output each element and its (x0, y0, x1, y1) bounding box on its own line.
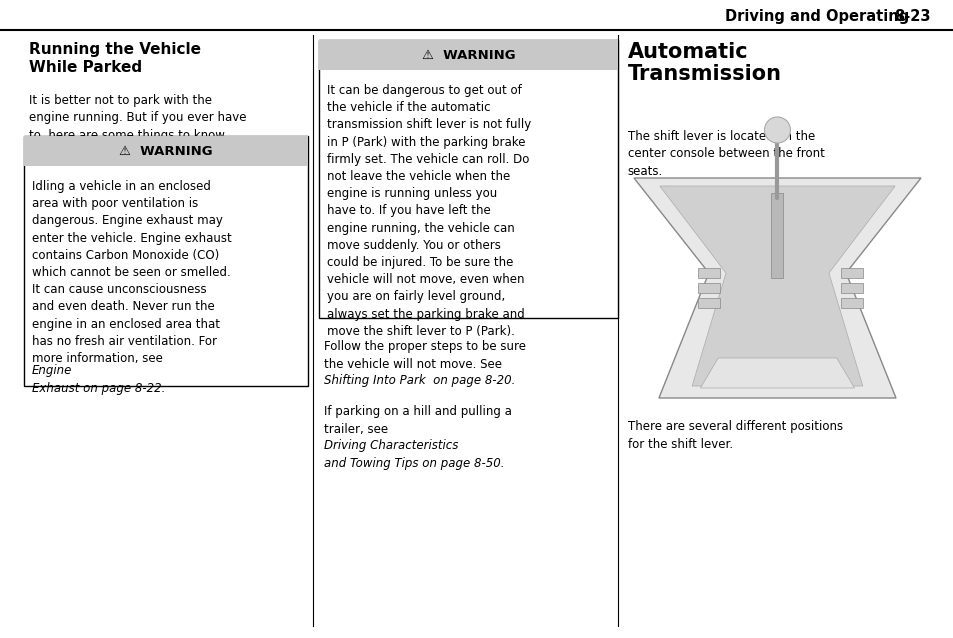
Bar (771, 193, 782, 278)
Text: It can be dangerous to get out of
the vehicle if the automatic
transmission shif: It can be dangerous to get out of the ve… (327, 84, 531, 338)
Text: There are several different positions
for the shift lever.: There are several different positions fo… (627, 420, 841, 450)
Bar (841, 298, 862, 308)
Text: Running the Vehicle
While Parked: Running the Vehicle While Parked (29, 42, 200, 75)
Text: Idling a vehicle in an enclosed
area with poor ventilation is
dangerous. Engine : Idling a vehicle in an enclosed area wit… (31, 180, 232, 365)
Bar (841, 268, 862, 278)
Bar (319, 40, 618, 318)
Bar (841, 283, 862, 293)
Text: Driving and Operating: Driving and Operating (724, 10, 908, 24)
Text: Automatic
Transmission: Automatic Transmission (627, 42, 781, 84)
Text: Engine
Exhaust on page 8-22.: Engine Exhaust on page 8-22. (31, 364, 165, 394)
Text: If parking on a hill and pulling a
trailer, see: If parking on a hill and pulling a trail… (324, 405, 512, 436)
Text: ⚠  WARNING: ⚠ WARNING (421, 48, 516, 61)
Bar (24, 136, 308, 386)
Polygon shape (659, 186, 894, 386)
Text: Shifting Into Park  on page 8-20.: Shifting Into Park on page 8-20. (324, 375, 516, 387)
Polygon shape (634, 178, 920, 398)
Circle shape (763, 117, 790, 143)
Bar (697, 268, 719, 278)
Text: Follow the proper steps to be sure
the vehicle will not move. See: Follow the proper steps to be sure the v… (324, 340, 526, 371)
Text: 8-23: 8-23 (893, 10, 929, 24)
Bar (24, 136, 308, 166)
Bar (697, 298, 719, 308)
Polygon shape (700, 358, 854, 388)
Bar (319, 40, 618, 70)
Text: The shift lever is located on the
center console between the front
seats.: The shift lever is located on the center… (627, 130, 823, 178)
Text: Driving Characteristics
and Towing Tips on page 8-50.: Driving Characteristics and Towing Tips … (324, 440, 504, 470)
Text: It is better not to park with the
engine running. But if you ever have
to, here : It is better not to park with the engine… (29, 94, 246, 142)
Bar (697, 283, 719, 293)
Text: ⚠  WARNING: ⚠ WARNING (119, 144, 213, 158)
